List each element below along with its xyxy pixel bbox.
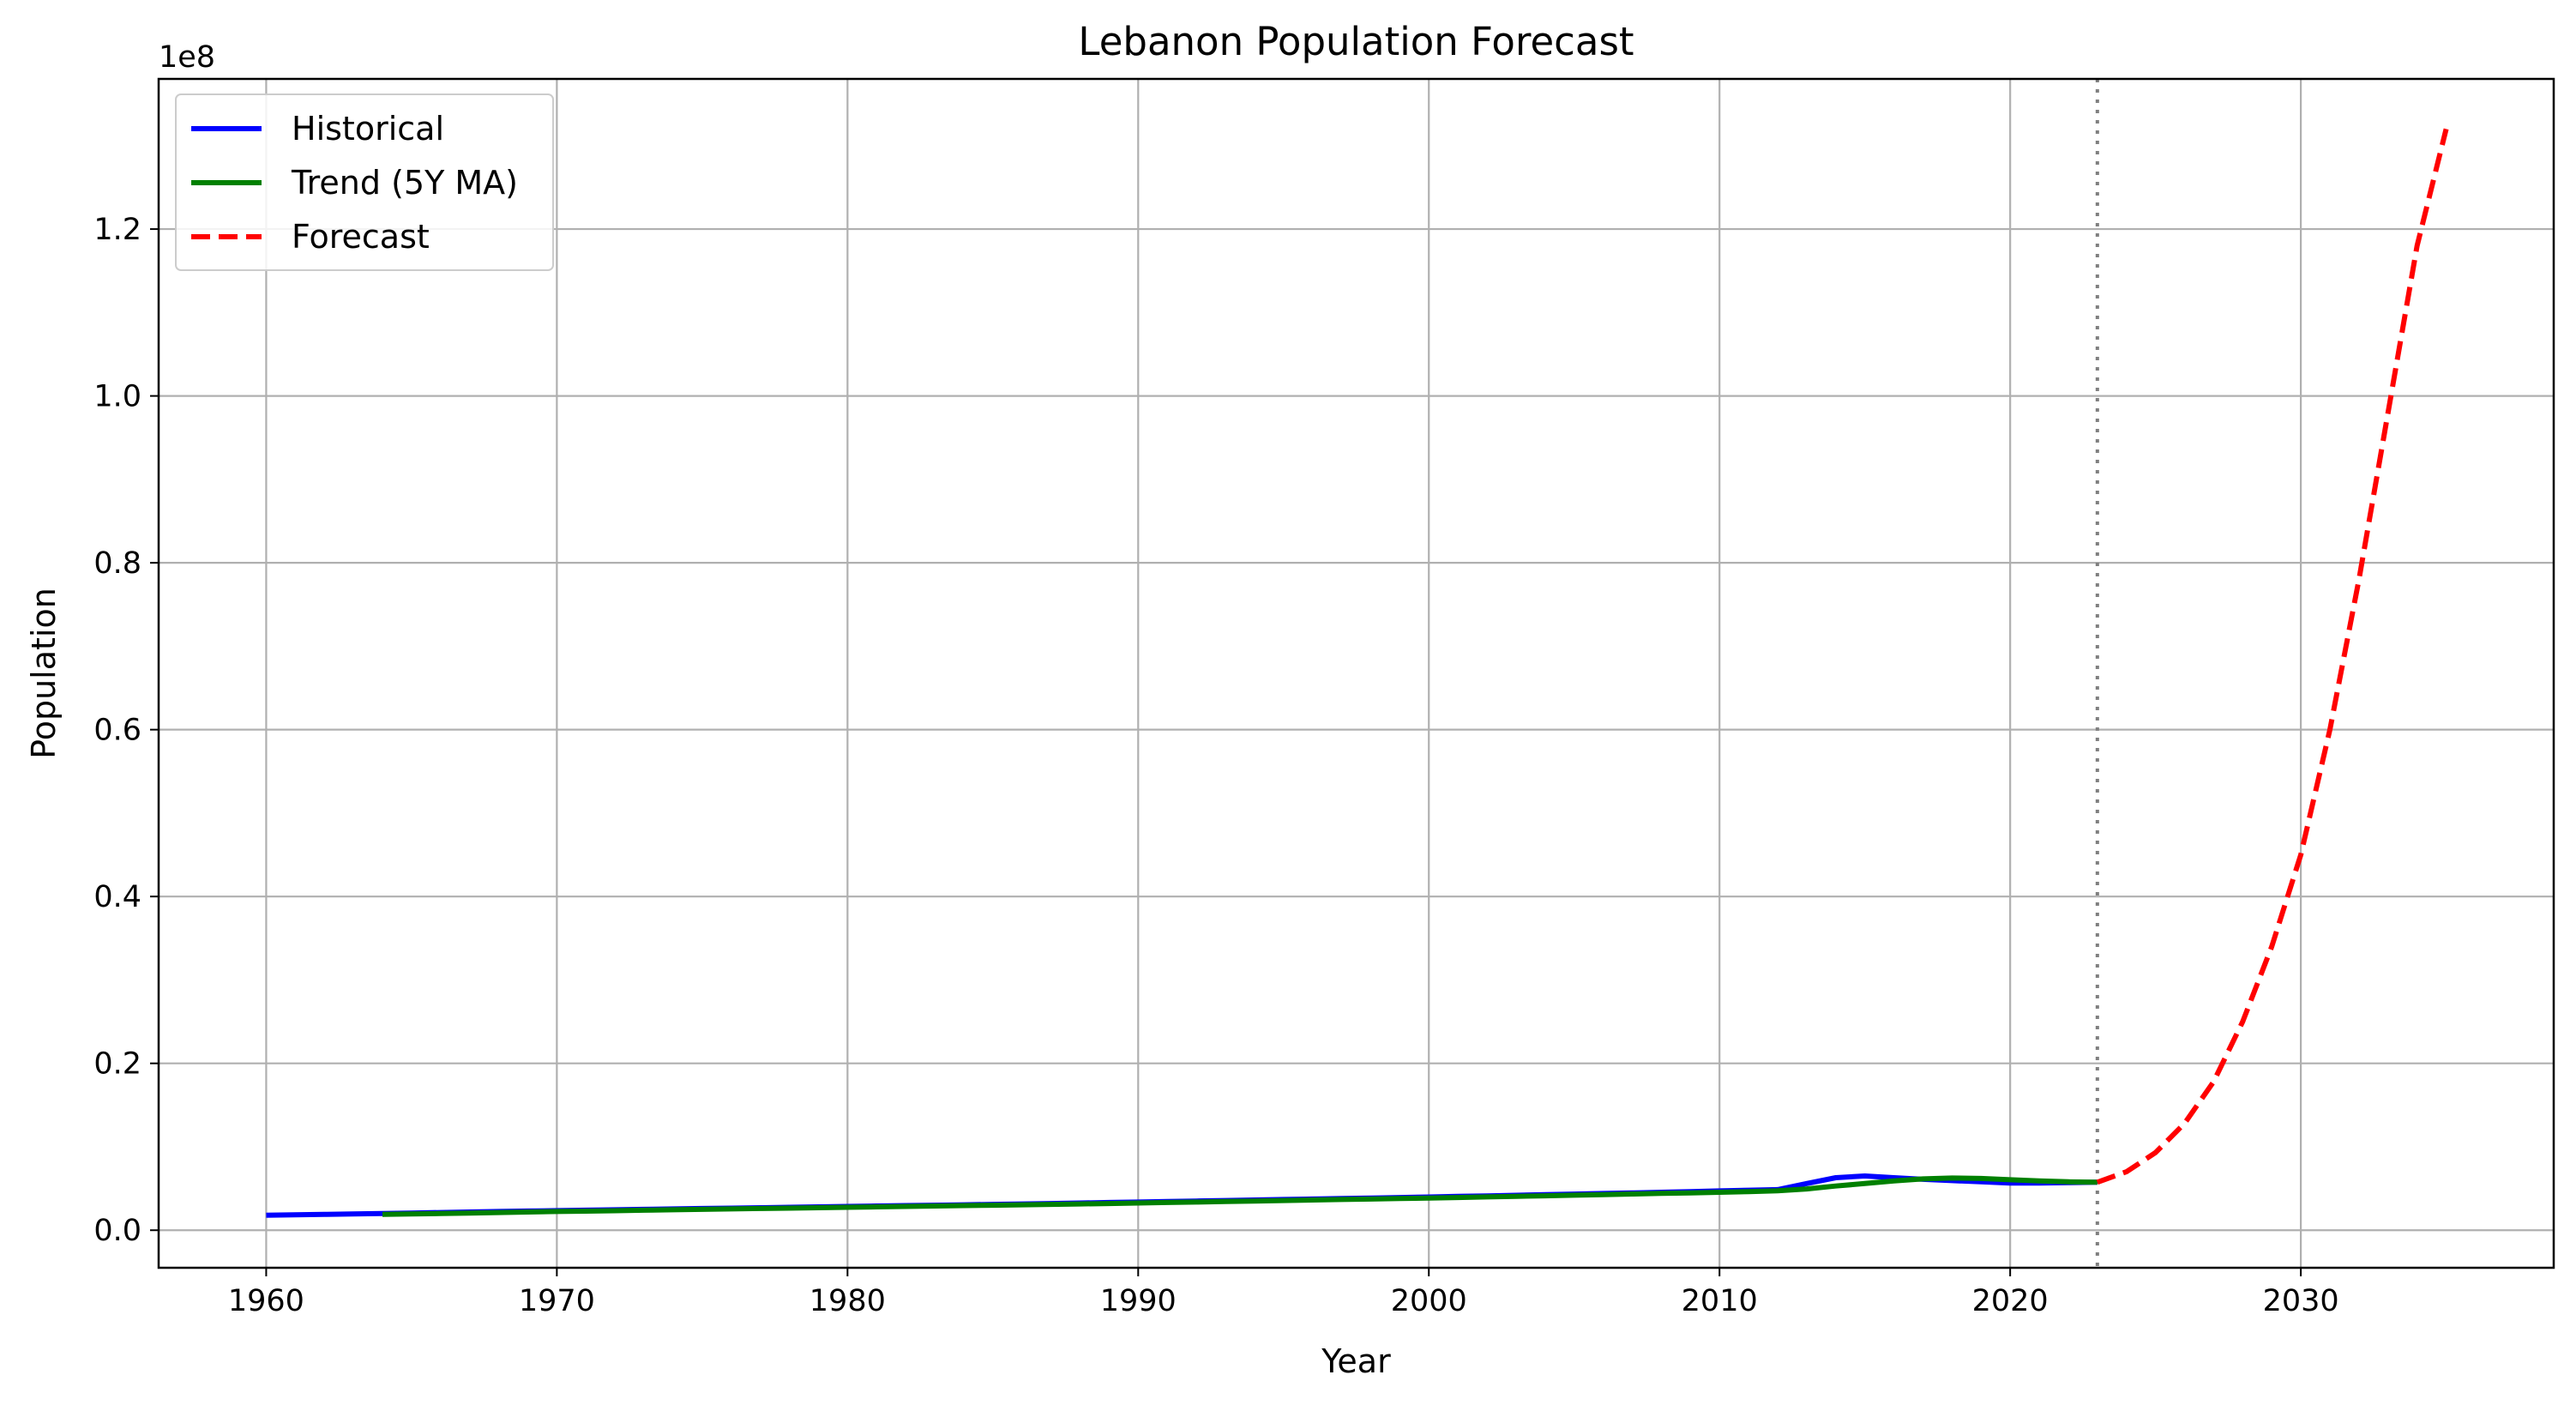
y-tick-label: 0.6 (93, 714, 141, 748)
x-tick-label: 2010 (1682, 1284, 1758, 1318)
y-tick-label: 0.0 (93, 1214, 141, 1248)
x-tick-label: 1970 (519, 1284, 595, 1318)
y-axis-offset-text: 1e8 (159, 40, 215, 75)
legend-label: Forecast (292, 218, 430, 256)
legend: Historical Trend (5Y MA) Forecast (175, 93, 554, 271)
legend-label: Trend (5Y MA) (291, 164, 518, 202)
y-axis-label: Population (25, 588, 63, 759)
legend-box (175, 93, 554, 271)
x-tick-label: 1980 (810, 1284, 886, 1318)
legend-label: Historical (292, 110, 444, 148)
x-tick-label: 1990 (1100, 1284, 1177, 1318)
axis-ticks: 1960 1970 1980 1990 2000 2010 2020 2030 0.0 0.2 0.… (93, 213, 2338, 1318)
series-line-trend-5y-ma (382, 1175, 2098, 1217)
series-line-forecast (2096, 128, 2449, 1185)
x-tick-label: 2030 (2263, 1284, 2339, 1318)
chart-title: Lebanon Population Forecast (1078, 19, 1634, 64)
grid (159, 79, 2554, 1268)
y-tick-label: 1.0 (93, 380, 141, 414)
y-tick-label: 0.4 (93, 880, 141, 914)
series-layer (266, 128, 2449, 1218)
x-tick-label: 1960 (228, 1284, 304, 1318)
x-axis-label: Year (1321, 1342, 1391, 1380)
x-tick-label: 2000 (1391, 1284, 1467, 1318)
y-tick-label: 0.8 (93, 546, 141, 581)
y-tick-label: 0.2 (93, 1047, 141, 1082)
y-tick-label: 1.2 (93, 213, 141, 247)
plot-area-frame (157, 77, 2555, 1269)
x-tick-label: 2020 (1972, 1284, 2049, 1318)
